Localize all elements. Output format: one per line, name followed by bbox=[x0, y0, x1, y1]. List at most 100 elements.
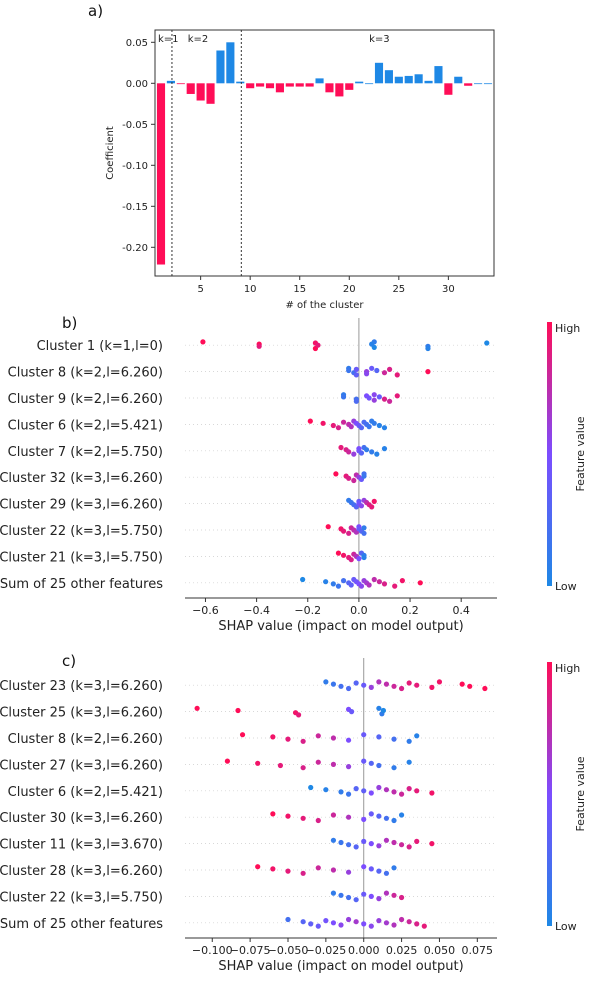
colorbar bbox=[547, 322, 552, 586]
shap-point bbox=[323, 679, 329, 685]
shap-point bbox=[325, 524, 331, 530]
coefficient-bar bbox=[483, 83, 493, 85]
x-tick-label: 25 bbox=[392, 284, 405, 295]
shap-point bbox=[335, 583, 342, 589]
shap-point bbox=[349, 709, 355, 715]
coefficient-bar bbox=[384, 70, 393, 84]
coefficient-bar bbox=[216, 50, 225, 84]
shap-point bbox=[391, 683, 397, 689]
shap-point bbox=[315, 923, 321, 929]
feature-label: Cluster 28 (k=3,l=6.260) bbox=[0, 864, 163, 879]
y-tick-label: 0.05 bbox=[126, 38, 148, 49]
feature-label: Cluster 21 (k=3,l=5.750) bbox=[0, 550, 163, 565]
shap-point bbox=[277, 762, 284, 769]
shap-point bbox=[300, 765, 306, 771]
shap-point bbox=[353, 919, 359, 925]
shap-point bbox=[436, 679, 443, 685]
shap-point bbox=[333, 471, 339, 477]
shap-point bbox=[425, 345, 431, 352]
shap-point bbox=[391, 817, 397, 824]
shap-point bbox=[345, 764, 352, 770]
shap-point bbox=[406, 844, 412, 850]
shap-point bbox=[383, 787, 390, 793]
feature-label: Cluster 1 (k=1,l=0) bbox=[37, 339, 163, 354]
shap-point bbox=[315, 733, 321, 739]
shap-point bbox=[381, 370, 388, 376]
coefficient-bar bbox=[176, 83, 185, 85]
shap-point bbox=[335, 425, 342, 431]
shap-point bbox=[285, 916, 291, 923]
shap-point bbox=[368, 893, 374, 899]
x-tick-label: −0.075 bbox=[230, 944, 271, 957]
x-tick-label: −0.100 bbox=[192, 944, 233, 957]
x-tick-label: 0.075 bbox=[462, 944, 494, 957]
shap-point bbox=[255, 760, 261, 766]
colorbar-title: Feature value bbox=[574, 756, 587, 831]
shap-point bbox=[345, 814, 352, 820]
shap-point bbox=[295, 712, 302, 718]
x-tick-label: 0.000 bbox=[348, 944, 380, 957]
shap-point bbox=[414, 838, 420, 844]
shap-point bbox=[366, 424, 372, 430]
shap-point bbox=[361, 554, 367, 561]
shap-point bbox=[414, 682, 420, 688]
shap-point bbox=[383, 681, 390, 687]
shap-point bbox=[368, 790, 374, 796]
shap-point bbox=[330, 867, 337, 873]
coefficient-bar bbox=[374, 62, 384, 84]
shap-point bbox=[330, 890, 337, 896]
shap-point bbox=[394, 393, 400, 399]
shap-point bbox=[383, 870, 390, 876]
y-axis-label: Coefficient bbox=[105, 126, 116, 180]
shap-point bbox=[484, 340, 490, 346]
shap-point bbox=[323, 787, 329, 793]
shap-point bbox=[353, 680, 359, 686]
coefficient-bar bbox=[365, 83, 374, 85]
y-tick-label: -0.05 bbox=[122, 120, 148, 131]
shap-point bbox=[345, 916, 352, 923]
shap-point bbox=[391, 865, 397, 871]
shap-point bbox=[323, 579, 329, 585]
coefficient-bar bbox=[464, 83, 473, 86]
shap-point bbox=[371, 392, 377, 398]
x-tick-label: 0.2 bbox=[401, 604, 419, 617]
shap-point bbox=[369, 504, 375, 510]
shap-point bbox=[467, 683, 473, 689]
shap-point bbox=[256, 343, 262, 349]
colorbar-low-label: Low bbox=[555, 580, 577, 593]
shap-point bbox=[353, 897, 359, 903]
shap-point bbox=[340, 419, 347, 425]
x-tick-label: 30 bbox=[442, 284, 455, 295]
shap-point bbox=[235, 707, 241, 714]
shap-point bbox=[239, 732, 246, 738]
shap-point bbox=[348, 582, 354, 588]
shap-point bbox=[285, 813, 291, 819]
shap-point bbox=[398, 791, 405, 797]
shap-point bbox=[323, 918, 329, 924]
panel-label-a: a) bbox=[88, 2, 104, 20]
coefficient-bar bbox=[285, 83, 294, 87]
shap-point bbox=[459, 681, 465, 687]
shap-point bbox=[376, 868, 382, 874]
colorbar-high-label: High bbox=[555, 662, 580, 675]
shap-point bbox=[330, 761, 337, 767]
shap-point bbox=[391, 765, 397, 771]
shap-point bbox=[381, 446, 388, 452]
shap-point bbox=[346, 367, 352, 374]
shap-point bbox=[315, 342, 321, 348]
shap-point bbox=[383, 920, 390, 926]
coefficient-bar bbox=[444, 83, 453, 95]
feature-label: Cluster 7 (k=2,l=5.750) bbox=[8, 445, 163, 460]
shap-point bbox=[376, 679, 382, 685]
coefficient-bar-chart: k=1 k=2 k=3 0.05 0.00 -0.05 -0.10 -0.15 -0.20 5 10… bbox=[105, 29, 495, 310]
feature-label: Cluster 9 (k=2,l=6.260) bbox=[8, 392, 163, 407]
shap-point bbox=[366, 395, 372, 401]
shap-point bbox=[345, 842, 352, 848]
shap-point bbox=[300, 815, 306, 821]
coefficient-bar bbox=[325, 83, 334, 93]
shap-point bbox=[392, 583, 398, 589]
shap-point bbox=[345, 685, 352, 692]
feature-label: Cluster 29 (k=3,l=6.260) bbox=[0, 498, 163, 513]
shap-point bbox=[348, 424, 354, 430]
shap-point bbox=[380, 707, 387, 714]
